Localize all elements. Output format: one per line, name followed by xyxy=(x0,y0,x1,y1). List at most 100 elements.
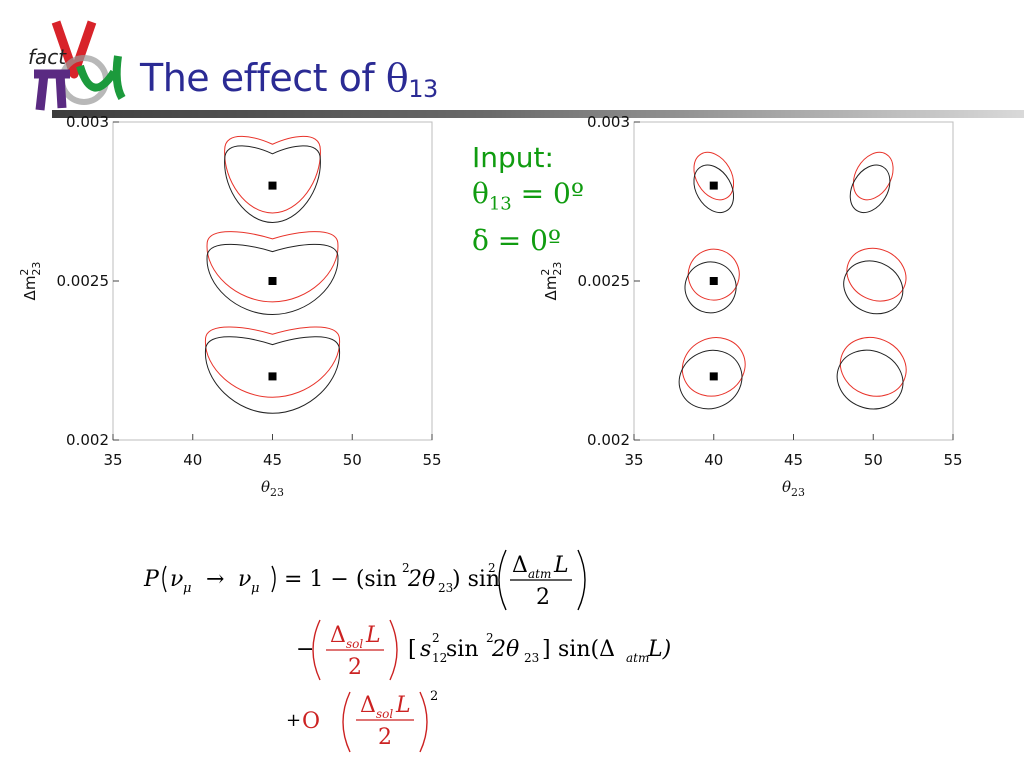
formula-sin-sup: 2 xyxy=(486,631,494,645)
x-axis-label: θ23 xyxy=(261,478,284,499)
formula-P: P xyxy=(143,567,160,592)
formula-sub23: 23 xyxy=(438,581,453,595)
formula-plus: + xyxy=(286,710,301,731)
title-theta: θ xyxy=(385,56,409,100)
formula-O-num: Δ xyxy=(360,693,376,718)
true-value-marker xyxy=(268,372,277,381)
contour-red xyxy=(846,247,907,302)
input-theta13: θ13 = 0º xyxy=(472,176,584,223)
x-tick-label: 50 xyxy=(343,451,362,469)
formula-O-sup: 2 xyxy=(430,689,438,704)
formula-O: O xyxy=(302,709,320,734)
true-value-marker xyxy=(268,277,277,285)
contour-black xyxy=(693,164,735,213)
formula-mu-2: μ xyxy=(251,581,259,596)
input-heading: Input: xyxy=(472,141,554,174)
formula-mu-1: μ xyxy=(183,581,191,596)
formula-sol-den: 2 xyxy=(348,655,362,680)
contour-red xyxy=(205,326,340,398)
true-value-marker xyxy=(709,372,718,381)
true-value-marker xyxy=(709,181,718,190)
formula-O-L: L xyxy=(395,693,411,718)
y-tick-label: 0.002 xyxy=(66,431,109,449)
x-axis-label: θ23 xyxy=(782,478,805,499)
formula-sin2: sin(Δ xyxy=(558,637,615,662)
x-tick-label: 35 xyxy=(103,451,122,469)
formula-sq2: 2 xyxy=(488,561,496,575)
formula-nu-2: ν xyxy=(238,567,251,592)
formula-sq: 2 xyxy=(402,561,410,575)
formula-line-3: + O Δ sol L 2 2 xyxy=(286,689,438,753)
contour-black xyxy=(206,243,339,316)
y-axis-label: Δm223 xyxy=(18,262,43,301)
formula-bracket-close: ] xyxy=(542,637,551,662)
y-tick-label: 0.002 xyxy=(587,431,630,449)
contour-red xyxy=(687,248,740,301)
title-text: The effect of xyxy=(140,56,386,100)
contour-red xyxy=(224,135,321,214)
contour-black xyxy=(836,349,904,410)
contour-black xyxy=(843,260,904,315)
input-delta: δ = 0º xyxy=(472,223,562,257)
contour-black xyxy=(224,145,321,223)
x-tick-label: 40 xyxy=(183,451,202,469)
formula-sin: sin xyxy=(446,637,479,662)
contour-red xyxy=(839,337,907,397)
formula-two-theta-2: 2θ xyxy=(491,637,519,662)
x-tick-label: 40 xyxy=(704,451,723,469)
x-tick-label: 45 xyxy=(784,451,803,469)
formula-s-sup: 2 xyxy=(432,631,440,645)
nufact-logo: fact xyxy=(28,20,126,111)
true-value-marker xyxy=(709,277,718,285)
title-rule xyxy=(52,110,1024,118)
y-tick-label: 0.003 xyxy=(587,113,630,131)
y-tick-label: 0.003 xyxy=(66,113,109,131)
formula-sol-L: L xyxy=(365,623,381,648)
formula-minus: − xyxy=(296,637,314,662)
formula-arrow: → xyxy=(206,567,224,592)
title-subscript: 13 xyxy=(408,75,438,103)
true-value-marker xyxy=(268,181,277,190)
contour-red xyxy=(693,151,735,201)
formula-close-sin: ) sin xyxy=(452,567,500,592)
y-axis-label: Δm223 xyxy=(539,262,564,301)
contour-black xyxy=(684,261,737,314)
formula-nu-1: ν xyxy=(170,567,183,592)
formula-O-sub: sol xyxy=(376,707,393,721)
x-tick-label: 35 xyxy=(624,451,643,469)
input-theta-value: = 0º xyxy=(511,177,585,210)
x-tick-label: 50 xyxy=(864,451,883,469)
contour-red xyxy=(206,231,339,303)
contour-charts: 35 40 45 50 55 0.002 0.0025 0.003 θ23 Δm223 35 40 45… xyxy=(18,113,963,499)
contour-black xyxy=(678,349,743,410)
formula-L-close: L) xyxy=(647,637,671,662)
formula-bracket-open: [ xyxy=(408,637,417,662)
chart-panel-1: 35 40 45 50 55 0.002 0.0025 0.003 θ23 Δm223 xyxy=(18,113,442,499)
probability-formula: P ν μ → ν μ = 1 − (sin 2 2θ 23 ) sin 2 Δ… xyxy=(143,549,671,753)
logo-text: fact xyxy=(28,45,67,69)
formula-sol-sub: sol xyxy=(346,637,363,651)
formula-O-den: 2 xyxy=(378,725,392,750)
formula-sol-num: Δ xyxy=(330,623,346,648)
x-tick-label: 55 xyxy=(422,451,441,469)
chart-panel-2: 35 40 45 50 55 0.002 0.0025 0.003 θ23 Δm223 xyxy=(539,113,963,499)
formula-rhs: = 1 − (sin xyxy=(284,567,397,592)
x-tick-label: 45 xyxy=(263,451,282,469)
formula-line-1: P ν μ → ν μ = 1 − (sin 2 2θ 23 ) sin 2 Δ… xyxy=(143,549,586,611)
formula-frac-num-sub: atm xyxy=(528,567,551,581)
formula-s: s xyxy=(420,637,431,662)
contour-black xyxy=(849,164,891,213)
input-theta-symbol: θ xyxy=(472,177,489,210)
input-parameters: Input: θ13 = 0º δ = 0º xyxy=(472,140,584,259)
formula-sub23-2: 23 xyxy=(524,651,539,665)
formula-atm-sub: atm xyxy=(626,651,649,665)
formula-two-theta: 2θ xyxy=(407,567,435,592)
formula-s-sub: 12 xyxy=(432,651,447,665)
slide-title: The effect of θ13 xyxy=(140,56,438,103)
formula-line-2: − Δ sol L 2 [ s 2 12 sin 2 2θ 23 ] sin(Δ… xyxy=(296,619,671,681)
formula-frac-den: 2 xyxy=(536,585,550,610)
contour-red xyxy=(852,151,894,201)
contour-black xyxy=(205,336,340,414)
y-tick-label: 0.0025 xyxy=(57,272,110,290)
